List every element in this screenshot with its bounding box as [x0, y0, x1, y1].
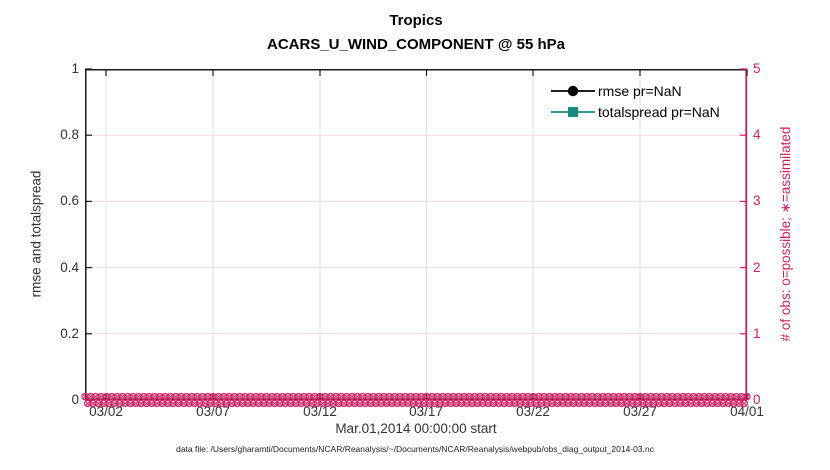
- xtick-0327: 03/27: [623, 404, 657, 419]
- xtick-0317: 03/17: [409, 404, 443, 419]
- xtick-0312: 03/12: [303, 404, 337, 419]
- plot-subtitle: ACARS_U_WIND_COMPONENT @ 55 hPa: [266, 36, 565, 53]
- data-file-footer: data file: /Users/gharamti/Documents/NCA…: [176, 444, 654, 454]
- left-ytick-0.6: 0.6: [60, 193, 79, 208]
- right-ytick-0: 0: [753, 392, 761, 407]
- right-ytick-2: 2: [753, 260, 761, 275]
- xtick-0401: 04/01: [730, 404, 764, 419]
- left-y-axis-label: rmse and totalspread: [28, 170, 44, 298]
- left-ytick-0.4: 0.4: [60, 260, 79, 275]
- right-ytick-4: 4: [753, 127, 761, 142]
- obs-marker-band: [81, 392, 751, 408]
- plot-title: Tropics: [389, 12, 443, 29]
- left-ytick-1: 1: [71, 61, 79, 76]
- circle-marker-icon: [551, 85, 595, 96]
- legend-label-rmse: rmse pr=NaN: [598, 82, 682, 99]
- right-ytick-1: 1: [753, 326, 761, 341]
- x-axis-label: Mar.01,2014 00:00:00 start: [335, 421, 497, 436]
- xtick-0322: 03/22: [516, 404, 550, 419]
- xtick-0302: 03/02: [89, 404, 123, 419]
- legend-item-rmse: rmse pr=NaN: [551, 80, 720, 101]
- right-ytick-5: 5: [753, 61, 761, 76]
- right-ytick-3: 3: [753, 193, 761, 208]
- legend-item-totalspread: totalspread pr=NaN: [551, 101, 720, 122]
- left-ytick-0.2: 0.2: [60, 326, 79, 341]
- left-ytick-0: 0: [71, 392, 79, 407]
- legend: rmse pr=NaN totalspread pr=NaN: [551, 80, 720, 122]
- legend-label-totalspread: totalspread pr=NaN: [598, 103, 720, 120]
- xtick-0307: 03/07: [196, 404, 230, 419]
- left-ytick-0.8: 0.8: [60, 127, 79, 142]
- right-y-axis-label: # of obs: o=possible; ∗=assimilated: [778, 126, 793, 342]
- square-marker-icon: [551, 106, 595, 117]
- plot-area: [81, 68, 751, 408]
